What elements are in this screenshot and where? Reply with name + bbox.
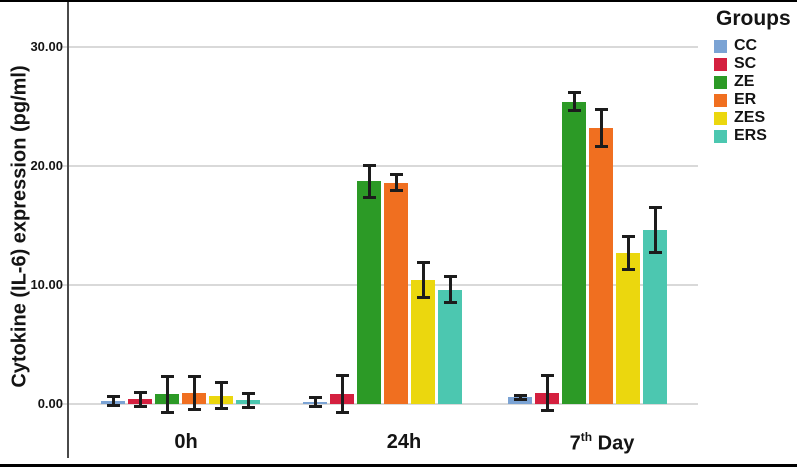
y-axis-title: Cytokine (IL-6) expression (pg/ml) — [8, 65, 31, 388]
y-tick-label: 20.00 — [30, 158, 63, 173]
legend-label: ERS — [734, 127, 767, 144]
x-tick-label-0h: 0h — [174, 431, 198, 453]
gridline-0.00 — [60, 403, 698, 405]
legend-swatch-ERS — [714, 129, 727, 143]
error-bar-ZES-0h — [219, 381, 223, 410]
error-bar-cap — [621, 235, 635, 239]
error-bar-cap — [106, 395, 120, 399]
legend-item-ZES: ZES — [714, 109, 797, 127]
error-bar-ZE-0h — [165, 375, 169, 414]
legend-item-ERS: ERS — [714, 127, 797, 145]
legend-swatch-ZES — [714, 111, 727, 125]
error-bar-cap — [621, 267, 635, 271]
figure-top-border — [0, 0, 797, 2]
legend-swatch-ZE — [714, 75, 727, 89]
error-bar-cap — [389, 189, 403, 193]
error-bar-cap — [416, 261, 430, 265]
legend: Groups CC SC ZE ER ZES ERS — [714, 7, 797, 145]
error-bar-cap — [648, 251, 662, 255]
error-bar-cap — [513, 398, 527, 402]
error-bar-CC-7th Day — [518, 393, 522, 401]
legend-item-CC: CC — [714, 37, 797, 55]
legend-item-ZE: ZE — [714, 73, 797, 91]
error-bar-ZES-7th Day — [626, 235, 630, 271]
bar-ERS-7th Day — [643, 230, 667, 404]
error-bar-cap — [567, 91, 581, 95]
error-bar-CC-24h — [313, 395, 317, 408]
y-tick-label: 0.00 — [37, 396, 63, 411]
error-bar-cap — [648, 206, 662, 210]
error-bar-cap — [362, 163, 376, 167]
error-bar-cap — [567, 109, 581, 113]
legend-label: SC — [734, 55, 757, 72]
error-bar-cap — [443, 301, 457, 305]
error-bar-cap — [540, 408, 554, 412]
y-tick-label: 30.00 — [30, 39, 63, 54]
error-bar-cap — [241, 392, 255, 396]
error-bar-ZE-7th Day — [572, 91, 576, 113]
error-bar-SC-0h — [138, 390, 142, 408]
error-bar-cap — [513, 393, 527, 397]
figure-bottom-border — [0, 464, 797, 467]
error-bar-ERS-24h — [448, 275, 452, 305]
error-bar-SC-24h — [340, 373, 344, 415]
legend-swatch-SC — [714, 57, 727, 71]
bar-ERS-24h — [438, 289, 462, 404]
bar-ZE-7th Day — [562, 101, 586, 404]
y-axis-line — [67, 2, 69, 458]
error-bar-cap — [187, 408, 201, 412]
bar-ZES-7th Day — [616, 252, 640, 404]
error-bar-cap — [540, 373, 554, 377]
legend-swatch-CC — [714, 39, 727, 53]
error-bar-SC-7th Day — [545, 373, 549, 412]
error-bar-ZE-24h — [367, 163, 371, 200]
error-bar-cap — [362, 196, 376, 200]
error-bar-cap — [389, 173, 403, 177]
legend-label: ER — [734, 91, 757, 108]
error-bar-cap — [133, 404, 147, 408]
y-tick-label: 10.00 — [30, 277, 63, 292]
bar-ER-7th Day — [589, 127, 613, 404]
legend-items: CC SC ZE ER ZES ERS — [714, 37, 797, 145]
bar-ZES-24h — [411, 280, 435, 404]
bar-ZE-24h — [357, 181, 381, 404]
x-tick-label-24h: 24h — [386, 431, 422, 453]
gridline-30.00 — [60, 46, 698, 48]
error-bar-CC-0h — [111, 395, 115, 407]
legend-swatch-ER — [714, 93, 727, 107]
error-bar-cap — [214, 381, 228, 385]
error-bar-cap — [335, 373, 349, 377]
legend-item-SC: SC — [714, 55, 797, 73]
error-bar-cap — [308, 404, 322, 408]
legend-label: ZES — [734, 109, 766, 126]
legend-label: CC — [734, 37, 758, 54]
legend-item-ER: ER — [714, 91, 797, 109]
error-bar-ERS-7th Day — [653, 206, 657, 255]
error-bar-cap — [133, 390, 147, 394]
gridline-20.00 — [60, 165, 698, 167]
error-bar-cap — [160, 375, 174, 379]
legend-title: Groups — [716, 7, 791, 30]
superscript: th — [580, 430, 593, 444]
error-bar-ER-7th Day — [599, 107, 603, 149]
error-bar-ZES-24h — [421, 261, 425, 300]
error-bar-cap — [416, 296, 430, 300]
error-bar-cap — [187, 375, 201, 379]
error-bar-cap — [241, 405, 255, 409]
error-bar-cap — [443, 275, 457, 279]
error-bar-cap — [335, 411, 349, 415]
error-bar-ERS-0h — [246, 392, 250, 409]
error-bar-cap — [160, 410, 174, 414]
error-bar-cap — [214, 406, 228, 410]
error-bar-cap — [594, 107, 608, 111]
error-bar-cap — [308, 395, 322, 399]
error-bar-cap — [594, 145, 608, 149]
error-bar-cap — [106, 403, 120, 407]
x-tick-label-7th Day: 7th Day — [569, 430, 635, 455]
bar-ER-24h — [384, 182, 408, 404]
error-bar-ER-0h — [192, 375, 196, 412]
legend-label: ZE — [734, 73, 755, 90]
error-bar-ER-24h — [394, 173, 398, 193]
